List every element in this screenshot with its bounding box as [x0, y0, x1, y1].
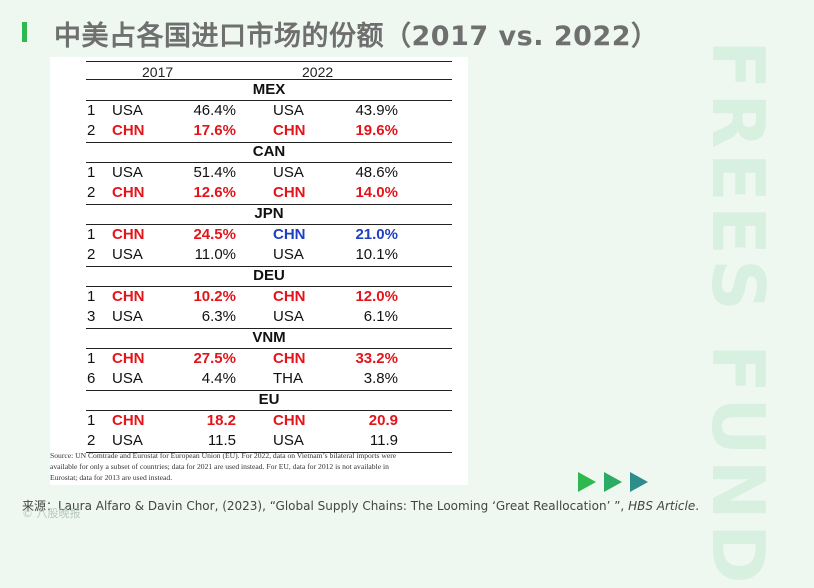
country-2022: USA: [273, 432, 304, 449]
country-2022: CHN: [273, 184, 306, 201]
ranking-table-figure: 2017 2022 MEX 1 USA 46.4% USA 43.9% 2 CHN 17.6% CHN…: [50, 57, 468, 485]
play-arrow-icon: [604, 472, 622, 492]
share-2022: 33.2%: [355, 350, 398, 367]
share-2017: 27.5%: [193, 350, 236, 367]
rank-number: 1: [87, 102, 95, 119]
country-2022: USA: [273, 246, 304, 263]
brand-watermark: © 八股晚报: [22, 505, 81, 521]
rank-number: 2: [87, 184, 95, 201]
country-2017: CHN: [112, 412, 145, 429]
watermark: FREES FUND: [630, 40, 780, 460]
citation-text: 来源：Laura Alfaro & Davin Chor, (2023), “G…: [22, 499, 628, 513]
share-2017: 11.0%: [195, 246, 236, 263]
title-accent-bar: [22, 22, 27, 42]
country-2022: USA: [273, 308, 304, 325]
country-2022: CHN: [273, 412, 306, 429]
share-2017: 11.5: [208, 432, 236, 449]
rank-number: 1: [87, 288, 95, 305]
country-label: VNM: [86, 329, 452, 346]
country-2017: CHN: [112, 350, 145, 367]
table-top-rule: [86, 61, 452, 62]
country-rule: [86, 100, 452, 101]
page-title: 中美占各国进口市场的份额（2017 vs. 2022）: [54, 14, 659, 53]
share-2022: 12.0%: [355, 288, 398, 305]
play-arrow-icon: [578, 472, 596, 492]
share-2022: 10.1%: [355, 246, 398, 263]
rank-number: 2: [87, 122, 95, 139]
share-2017: 6.3%: [202, 308, 236, 325]
share-2022: 43.9%: [355, 102, 398, 119]
country-rule: [86, 410, 452, 411]
country-2017: USA: [112, 432, 143, 449]
country-rule: [86, 162, 452, 163]
header-rule: [86, 79, 452, 80]
rank-number: 6: [87, 370, 95, 387]
country-2017: CHN: [112, 122, 145, 139]
country-2017: USA: [112, 102, 143, 119]
country-2017: USA: [112, 308, 143, 325]
source-note: Source: UN Comtrade and Eurostat for Eur…: [50, 450, 464, 483]
rank-number: 3: [87, 308, 95, 325]
share-2022: 21.0%: [355, 226, 398, 243]
rank-number: 2: [87, 246, 95, 263]
share-2022: 3.8%: [364, 370, 398, 387]
country-2017: USA: [112, 246, 143, 263]
share-2022: 6.1%: [364, 308, 398, 325]
rank-number: 2: [87, 432, 95, 449]
country-label: DEU: [86, 267, 452, 284]
country-2017: CHN: [112, 184, 145, 201]
citation-source: HBS Article: [628, 499, 695, 513]
rank-number: 1: [87, 350, 95, 367]
country-2022: USA: [273, 164, 304, 181]
share-2017: 51.4%: [193, 164, 236, 181]
country-2022: CHN: [273, 122, 306, 139]
play-arrows-logo: [578, 470, 658, 494]
country-2017: USA: [112, 164, 143, 181]
rank-number: 1: [87, 226, 95, 243]
country-2022: CHN: [273, 350, 306, 367]
share-2022: 14.0%: [355, 184, 398, 201]
share-2017: 17.6%: [193, 122, 236, 139]
share-2017: 18.2: [207, 412, 236, 429]
source-line: Eurostat; data for 2013 are used instead…: [50, 472, 464, 483]
share-2022: 19.6%: [355, 122, 398, 139]
share-2022: 11.9: [370, 432, 398, 449]
country-label: MEX: [86, 81, 452, 98]
share-2017: 46.4%: [193, 102, 236, 119]
country-2022: CHN: [273, 288, 306, 305]
source-line: Source: UN Comtrade and Eurostat for Eur…: [50, 450, 464, 461]
rank-number: 1: [87, 412, 95, 429]
source-line: available for only a subset of countries…: [50, 461, 464, 472]
country-2022: USA: [273, 102, 304, 119]
share-2017: 12.6%: [193, 184, 236, 201]
country-label: CAN: [86, 143, 452, 160]
citation-end: .: [695, 499, 699, 513]
country-rule: [86, 286, 452, 287]
share-2022: 20.9: [369, 412, 398, 429]
play-arrow-icon: [630, 472, 648, 492]
share-2017: 10.2%: [193, 288, 236, 305]
country-2017: CHN: [112, 288, 145, 305]
rank-number: 1: [87, 164, 95, 181]
citation-footer: 来源：Laura Alfaro & Davin Chor, (2023), “G…: [22, 497, 699, 514]
country-2022: CHN: [273, 226, 306, 243]
share-2022: 48.6%: [355, 164, 398, 181]
import-share-table: 2017 2022 MEX 1 USA 46.4% USA 43.9% 2 CHN 17.6% CHN…: [50, 57, 468, 447]
country-2017: CHN: [112, 226, 145, 243]
country-label: JPN: [86, 205, 452, 222]
year-header-2022: 2022: [302, 64, 333, 80]
country-label: EU: [86, 391, 452, 408]
year-header-2017: 2017: [142, 64, 173, 80]
country-2022: THA: [273, 370, 303, 387]
country-rule: [86, 224, 452, 225]
share-2017: 4.4%: [202, 370, 236, 387]
country-rule: [86, 348, 452, 349]
share-2017: 24.5%: [193, 226, 236, 243]
country-2017: USA: [112, 370, 143, 387]
